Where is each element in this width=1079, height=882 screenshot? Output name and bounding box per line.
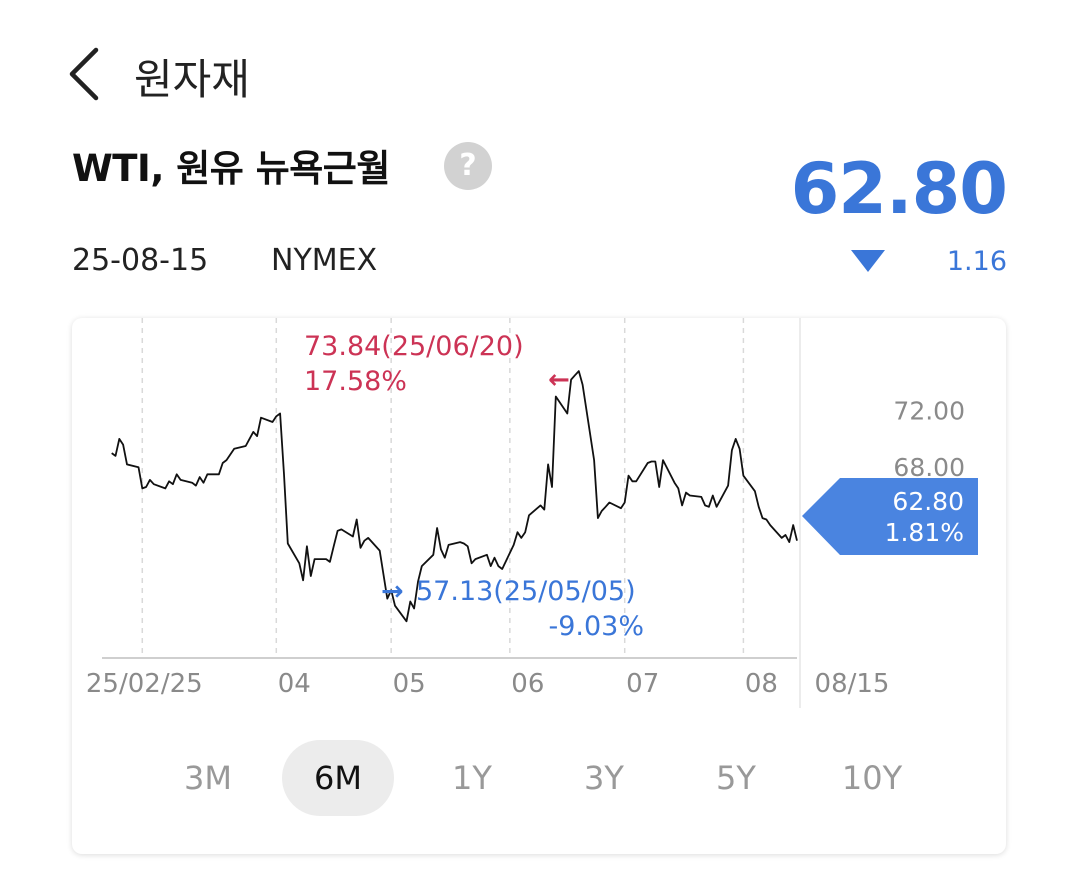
period-button-5y[interactable]: 5Y [716, 759, 756, 797]
app-header: 원자재 [0, 30, 1079, 120]
left-arrow-icon: ← [548, 365, 570, 395]
chart-card: 25/02/25040506070808/1572.0068.0064.0073… [72, 318, 1006, 854]
instrument-name: WTI, 원유 뉴욕근월 [72, 147, 390, 190]
period-button-3y[interactable]: 3Y [584, 759, 624, 797]
period-selector: 3M 6M 1Y 3Y 5Y 10Y [72, 738, 1006, 818]
x-tick-label: 25/02/25 [86, 669, 203, 699]
chevron-left-icon [69, 47, 99, 101]
x-tick-label: 07 [626, 669, 659, 699]
right-arrow-icon: → [381, 576, 404, 607]
last-price-value: 62.80 [892, 487, 964, 516]
price-line [111, 370, 798, 623]
y-tick-label: 68.00 [893, 453, 965, 482]
last-price-tag [802, 478, 978, 555]
question-icon[interactable]: ? [444, 142, 492, 190]
x-tick-label: 05 [393, 669, 426, 699]
last-price-pct: 1.81% [885, 518, 964, 547]
high-annotation-text: 73.84(25/06/20) [304, 331, 524, 362]
price-chart[interactable]: 25/02/25040506070808/1572.0068.0064.0073… [72, 318, 1006, 738]
back-button[interactable] [62, 44, 112, 104]
period-button-1y[interactable]: 1Y [452, 759, 492, 797]
period-button-3m[interactable]: 3M [184, 759, 232, 797]
quote-date: 25-08-15 [72, 243, 209, 278]
down-triangle-icon [851, 250, 885, 272]
high-annotation-pct: 17.58% [304, 366, 407, 397]
x-tick-label: 04 [278, 669, 311, 699]
x-tick-label: 08/15 [815, 669, 890, 699]
y-tick-label: 72.00 [893, 397, 965, 426]
price-change: 1.16 [946, 246, 1007, 277]
x-tick-label: 06 [511, 669, 544, 699]
low-annotation-text: 57.13(25/05/05) [416, 576, 636, 607]
exchange-name: NYMEX [271, 243, 378, 278]
current-price: 62.80 [790, 148, 1008, 230]
period-button-10y[interactable]: 10Y [841, 759, 903, 797]
x-tick-label: 08 [745, 669, 778, 699]
low-annotation-pct: -9.03% [548, 611, 644, 642]
period-button-6m[interactable]: 6M [282, 740, 394, 816]
header-title: 원자재 [134, 55, 250, 104]
